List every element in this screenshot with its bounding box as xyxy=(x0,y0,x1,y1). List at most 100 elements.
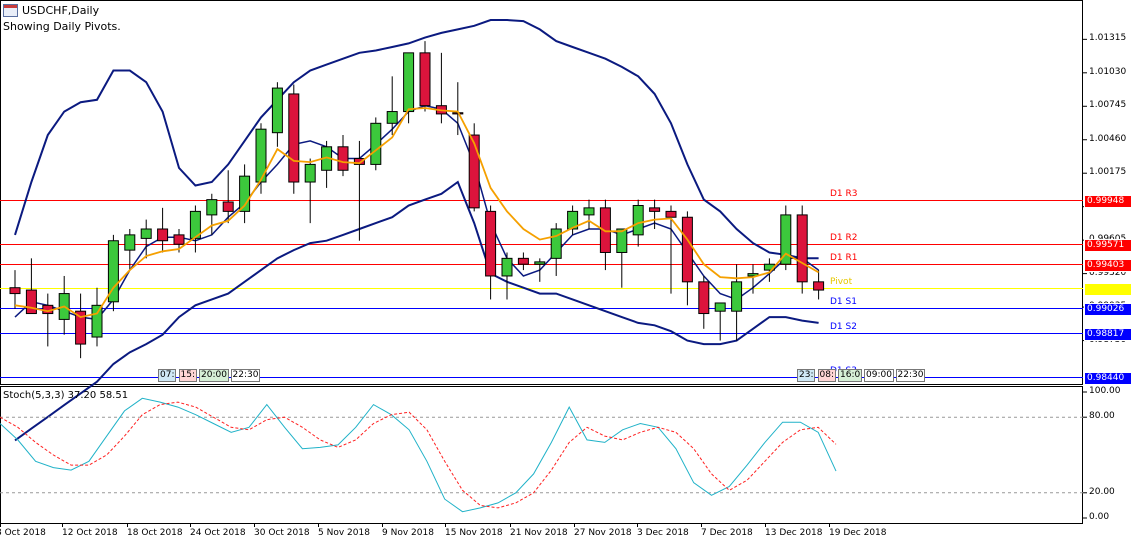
stoch-axis-label: 80.00 xyxy=(1089,411,1115,422)
bull-candle xyxy=(632,205,644,236)
band-middle-line xyxy=(14,104,820,321)
date-axis-label: 8 Oct 2018 xyxy=(0,528,46,538)
pivot-price-box: 0.99026 xyxy=(1084,302,1132,316)
bear-candle xyxy=(157,228,169,242)
bull-candle xyxy=(534,261,546,265)
date-axis-label: 27 Nov 2018 xyxy=(574,528,632,538)
bull-candle xyxy=(271,87,283,134)
session-box: 07: xyxy=(158,369,177,382)
chart-subtitle: Showing Daily Pivots. xyxy=(3,20,121,33)
pivot-label: D1 R1 xyxy=(830,252,858,263)
bull-candle xyxy=(616,228,628,253)
bull-candle xyxy=(403,52,415,113)
session-box: 09:00 xyxy=(864,369,894,382)
ema-line xyxy=(14,107,820,319)
price-axis-label: 1.01315 xyxy=(1089,33,1127,44)
stoch-label: Stoch(5,3,3) 37.20 58.51 xyxy=(3,390,129,401)
bull-candle xyxy=(255,128,267,183)
price-axis-label: 1.01030 xyxy=(1089,66,1127,77)
bear-candle xyxy=(796,214,808,283)
bull-candle xyxy=(370,122,382,165)
session-box: 22:30 xyxy=(230,369,261,382)
bear-candle xyxy=(813,281,825,291)
bull-candle xyxy=(714,302,726,312)
bull-candle xyxy=(386,111,398,124)
bull-candle xyxy=(304,163,316,183)
session-box: 08: xyxy=(817,369,836,382)
bull-candle xyxy=(501,257,513,277)
chart-window-icon xyxy=(3,4,18,17)
date-axis-label: 3 Dec 2018 xyxy=(637,528,689,538)
pivot-label: Pivot xyxy=(830,276,853,287)
bear-candle xyxy=(173,234,185,245)
date-axis-label: 12 Oct 2018 xyxy=(62,528,118,538)
bull-candle xyxy=(731,281,743,312)
session-box: 15: xyxy=(178,369,197,382)
bear-candle xyxy=(419,52,431,107)
bear-candle xyxy=(599,207,611,253)
bull-candle xyxy=(239,175,251,212)
session-box: 23: xyxy=(797,369,816,382)
bull-candle xyxy=(91,304,103,338)
bull-candle xyxy=(206,199,218,216)
date-axis-label: 13 Dec 2018 xyxy=(765,528,823,538)
session-box: 20:00 xyxy=(199,369,229,382)
chart-title: USDCHF,Daily xyxy=(22,4,100,17)
bull-candle xyxy=(567,210,579,230)
bull-candle xyxy=(583,207,595,216)
bull-candle xyxy=(189,210,201,239)
bear-candle xyxy=(337,146,349,171)
date-axis-label: 30 Oct 2018 xyxy=(254,528,310,538)
date-axis-label: 18 Oct 2018 xyxy=(127,528,183,538)
bear-candle xyxy=(25,289,37,315)
price-axis-label: 1.00460 xyxy=(1089,133,1127,144)
price-axis-label: 1.00745 xyxy=(1089,100,1127,111)
date-axis-label: 9 Nov 2018 xyxy=(382,528,434,538)
pivot-price-box: 0.99948 xyxy=(1084,194,1132,208)
pivot-label: D1 R3 xyxy=(830,188,858,199)
bull-candle xyxy=(140,228,152,239)
stoch-axis-label: 0.00 xyxy=(1089,512,1110,522)
pivot-price-box: 0.98817 xyxy=(1084,327,1132,341)
main-chart-frame xyxy=(0,0,1083,385)
stoch-k-line xyxy=(0,397,837,513)
bear-candle xyxy=(485,210,497,277)
bear-candle xyxy=(75,310,87,345)
pivot-price-box: 0.99571 xyxy=(1084,238,1132,252)
bull-candle xyxy=(124,234,136,251)
bull-candle xyxy=(550,228,562,259)
price-axis-label: 0.99320 xyxy=(1089,267,1127,278)
stoch-axis-label: 100.00 xyxy=(1089,386,1121,396)
bear-candle xyxy=(288,93,300,183)
date-axis-label: 21 Nov 2018 xyxy=(510,528,568,538)
session-box: 22:30 xyxy=(895,369,926,382)
bear-candle xyxy=(353,158,365,165)
bear-candle xyxy=(9,287,21,295)
bear-candle xyxy=(517,257,529,265)
band-lower-line xyxy=(14,180,819,442)
bear-candle xyxy=(698,281,710,315)
bear-candle xyxy=(222,201,234,212)
date-axis-label: 15 Nov 2018 xyxy=(445,528,503,538)
pivot-label: D1 S1 xyxy=(830,296,857,307)
pivot-price-box: 0.98440 xyxy=(1084,371,1132,385)
session-box: 16:0 xyxy=(838,369,863,382)
bear-candle xyxy=(468,134,480,209)
stoch-axis-label: 20.00 xyxy=(1089,486,1115,497)
date-axis-label: 24 Oct 2018 xyxy=(190,528,246,538)
stoch-d-line xyxy=(0,401,837,509)
date-axis-label: 19 Dec 2018 xyxy=(829,528,887,538)
bear-candle xyxy=(665,210,677,218)
date-axis-label: 5 Nov 2018 xyxy=(318,528,370,538)
pivot-price-box: 0.99403 xyxy=(1084,258,1132,272)
price-axis-label: 1.00175 xyxy=(1089,167,1127,178)
bull-candle xyxy=(107,240,119,303)
bear-candle xyxy=(681,216,693,283)
pivot-price-box: 0.99194 xyxy=(1084,282,1132,296)
band-upper-line xyxy=(14,19,819,260)
bear-candle xyxy=(649,207,661,212)
bull-candle xyxy=(780,214,792,265)
pivot-label: D1 R2 xyxy=(830,232,858,243)
stoch-chart-frame xyxy=(0,386,1083,524)
